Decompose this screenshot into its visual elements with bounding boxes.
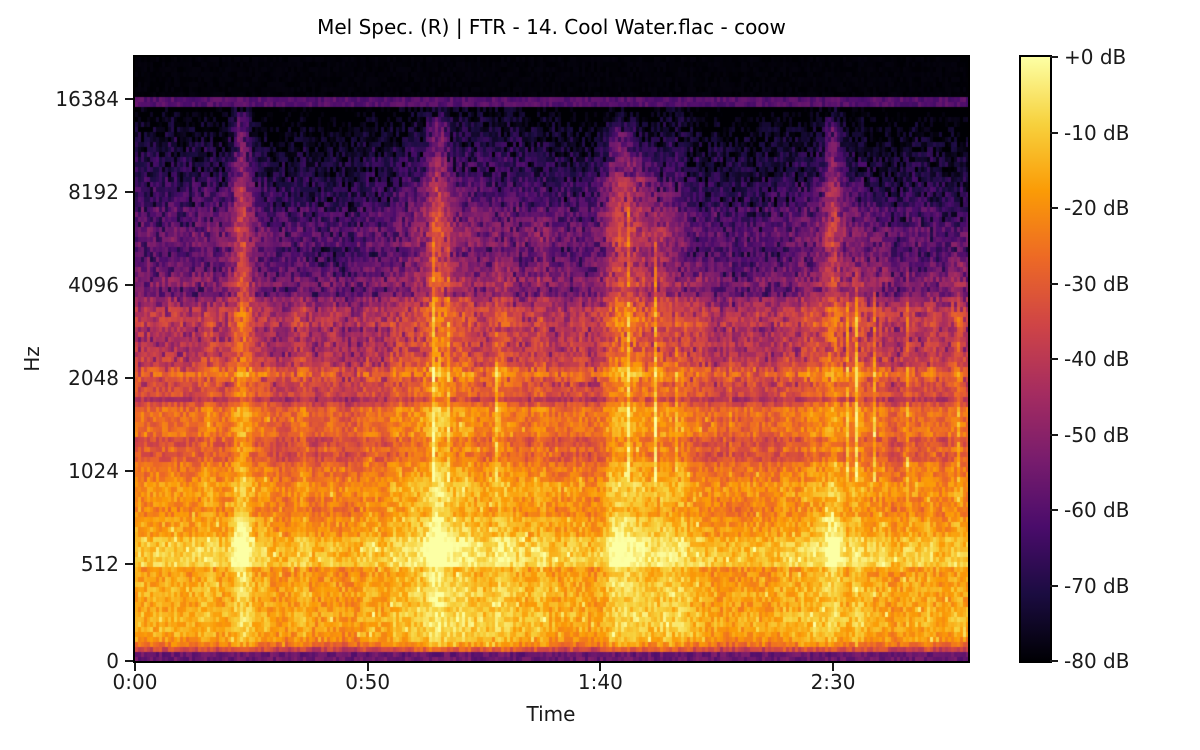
colorbar-tick-label: -70 dB — [1064, 573, 1130, 598]
y-tick-label: 16384 — [55, 86, 119, 111]
y-tick-mark — [125, 376, 133, 379]
colorbar-tick-mark — [1050, 660, 1058, 662]
y-tick-label: 1024 — [68, 458, 119, 483]
y-tick-label: 512 — [80, 551, 119, 576]
x-tick-label: 1:40 — [577, 670, 623, 694]
colorbar-tick-label: -30 dB — [1064, 271, 1130, 296]
colorbar-tick-mark — [1050, 131, 1058, 134]
x-tick-mark — [832, 663, 835, 671]
x-tick-mark — [599, 663, 602, 671]
colorbar-tick-mark — [1050, 282, 1058, 285]
y-tick-mark — [125, 97, 133, 100]
y-tick-label: 4096 — [68, 272, 119, 297]
spectrogram-canvas — [135, 57, 968, 661]
colorbar-tick-label: -20 dB — [1064, 196, 1130, 220]
colorbar-tick-mark — [1050, 509, 1058, 511]
y-tick-mark — [125, 190, 133, 193]
y-tick-mark — [125, 283, 133, 286]
x-tick-label: 0:00 — [112, 670, 158, 694]
colorbar-tick-label: -60 dB — [1064, 498, 1130, 522]
colorbar-tick-mark — [1050, 207, 1058, 209]
y-tick-label: 8192 — [68, 179, 119, 204]
colorbar-tick-label: -80 dB — [1064, 649, 1130, 673]
y-tick-mark — [125, 660, 133, 662]
x-tick-mark — [134, 663, 136, 671]
x-tick-label: 2:30 — [810, 670, 856, 694]
y-tick-label: 0 — [106, 649, 119, 673]
y-tick-mark — [125, 469, 133, 472]
x-tick-label: 0:50 — [345, 670, 391, 694]
y-tick-mark — [125, 562, 133, 565]
x-tick-mark — [366, 663, 369, 671]
colorbar — [1019, 55, 1052, 663]
colorbar-tick-label: +0 dB — [1064, 45, 1127, 69]
y-tick-label: 2048 — [68, 365, 119, 390]
spectrogram-plot-area — [133, 55, 970, 663]
colorbar-tick-label: -50 dB — [1064, 422, 1130, 447]
x-axis-label: Time — [526, 702, 576, 726]
colorbar-tick-mark — [1050, 433, 1058, 436]
colorbar-tick-mark — [1050, 56, 1058, 58]
chart-title: Mel Spec. (R) | FTR - 14. Cool Water.fla… — [317, 15, 786, 39]
colorbar-tick-label: -10 dB — [1064, 120, 1130, 145]
colorbar-tick-mark — [1050, 358, 1058, 360]
colorbar-tick-mark — [1050, 584, 1058, 587]
colorbar-tick-label: -40 dB — [1064, 347, 1130, 371]
